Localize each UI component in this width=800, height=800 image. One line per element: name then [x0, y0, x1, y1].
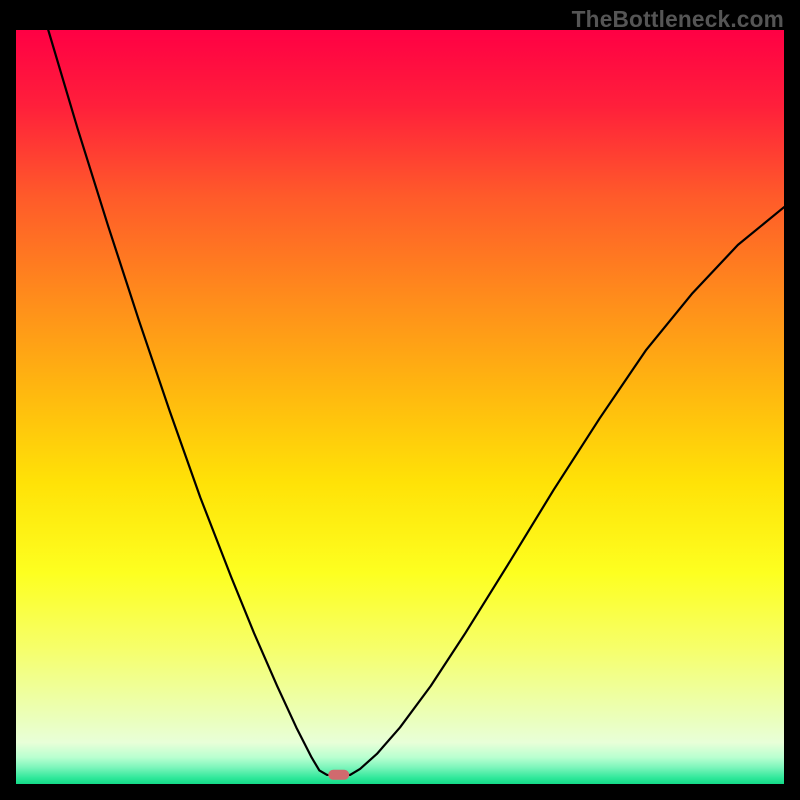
heatmap-gradient — [16, 30, 784, 784]
optimum-marker — [328, 770, 350, 781]
watermark-text: TheBottleneck.com — [572, 6, 784, 33]
figure-stage: TheBottleneck.com — [0, 0, 800, 800]
plot-area — [16, 30, 784, 784]
